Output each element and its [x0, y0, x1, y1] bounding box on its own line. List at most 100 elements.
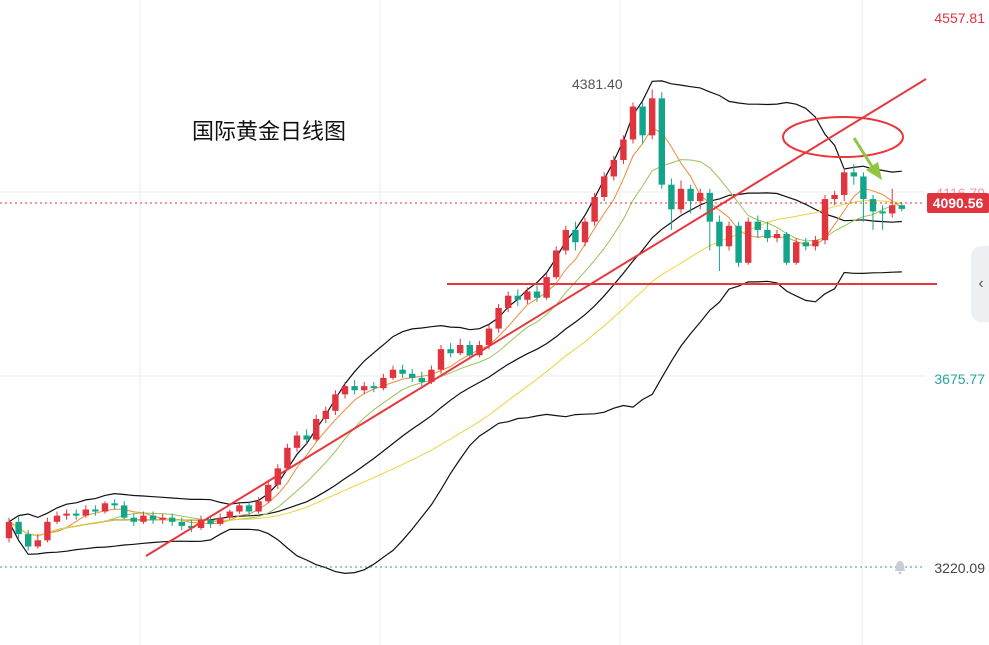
- candle: [53, 511, 61, 524]
- candle: [505, 291, 512, 313]
- candle: [591, 192, 598, 226]
- candle-body: [706, 192, 713, 222]
- chart-title: 国际黄金日线图: [192, 120, 347, 145]
- candle-body: [197, 519, 205, 528]
- candle: [745, 217, 752, 265]
- ma30-line: [8, 199, 902, 537]
- candle-body: [149, 515, 157, 520]
- grid: [0, 0, 925, 645]
- candle-body: [92, 509, 99, 512]
- candle-body: [610, 160, 617, 177]
- candle-body: [370, 386, 377, 389]
- candle-body: [255, 501, 262, 512]
- candle: [764, 221, 771, 243]
- candle: [514, 289, 521, 306]
- candle-body: [409, 373, 416, 378]
- candle: [524, 287, 531, 304]
- candle-body: [802, 242, 809, 247]
- bell-icon[interactable]: [892, 559, 908, 575]
- candle: [687, 184, 694, 214]
- candle-body: [457, 345, 464, 354]
- candle-body: [879, 211, 886, 214]
- candle-body: [34, 540, 41, 547]
- candle-body: [265, 484, 272, 502]
- candle-body: [44, 521, 51, 541]
- candle: [850, 164, 857, 185]
- candle: [773, 229, 781, 243]
- candle: [437, 345, 445, 374]
- candle-body: [572, 229, 579, 243]
- candle: [130, 513, 137, 526]
- candle-body: [332, 394, 339, 411]
- candle-body: [82, 509, 89, 516]
- candle-body: [447, 349, 454, 354]
- candle: [121, 501, 128, 520]
- y-axis-label-low: 3220.09: [934, 560, 985, 576]
- high-price-label: 4381.40: [572, 76, 623, 92]
- candle: [111, 499, 118, 510]
- candle: [284, 443, 291, 471]
- candle-body: [226, 511, 233, 518]
- candle-body: [437, 349, 445, 370]
- candle: [274, 464, 281, 489]
- candle: [245, 501, 253, 516]
- candle: [63, 509, 70, 520]
- candle-body: [15, 521, 22, 535]
- y-axis-label-mid: 3675.77: [934, 371, 985, 387]
- candle: [15, 515, 22, 539]
- candle-body: [524, 291, 531, 300]
- candle: [793, 238, 800, 265]
- candle-body: [629, 106, 637, 140]
- candle-body: [274, 468, 281, 485]
- candle: [409, 368, 416, 383]
- arrow-head: [866, 162, 882, 180]
- candle: [879, 205, 886, 230]
- candle: [207, 515, 214, 528]
- candle: [159, 513, 166, 524]
- candle: [860, 172, 867, 222]
- candle-body: [658, 98, 665, 185]
- candle: [610, 155, 617, 181]
- candle-body: [476, 345, 483, 356]
- candle-body: [73, 513, 80, 516]
- candle-body: [764, 229, 771, 239]
- candle: [82, 505, 89, 518]
- collapse-panel-button[interactable]: ‹: [971, 246, 989, 322]
- candle: [821, 194, 829, 245]
- candle-body: [495, 308, 502, 329]
- candle: [735, 221, 742, 267]
- candle-body: [361, 386, 368, 391]
- candle-body: [677, 188, 685, 210]
- candle-body: [850, 172, 857, 177]
- candle: [341, 382, 349, 399]
- candle-body: [898, 205, 905, 209]
- candle: [697, 188, 704, 210]
- candle: [485, 324, 493, 350]
- candle: [313, 414, 320, 442]
- candle-body: [313, 419, 320, 440]
- candle: [447, 342, 454, 358]
- candle: [754, 215, 761, 239]
- candle-body: [725, 225, 733, 247]
- candle-body: [341, 386, 349, 395]
- arrow-shaft: [852, 137, 875, 169]
- candle-body: [668, 184, 675, 210]
- current-price-tag: 4090.56: [927, 193, 989, 213]
- candle: [553, 246, 560, 280]
- candle: [581, 217, 589, 247]
- candle: [725, 221, 733, 251]
- candle-body: [639, 106, 646, 136]
- candle: [572, 221, 579, 251]
- candle: [5, 517, 13, 543]
- candle-body: [783, 234, 790, 263]
- candle-body: [735, 225, 742, 263]
- candle: [898, 203, 905, 212]
- candle-body: [716, 221, 723, 247]
- candle: [841, 168, 848, 202]
- candle: [351, 379, 358, 395]
- candle-body: [562, 229, 569, 251]
- candle: [255, 497, 262, 514]
- candle: [533, 285, 541, 302]
- candle-body: [812, 240, 819, 247]
- candle: [889, 188, 896, 218]
